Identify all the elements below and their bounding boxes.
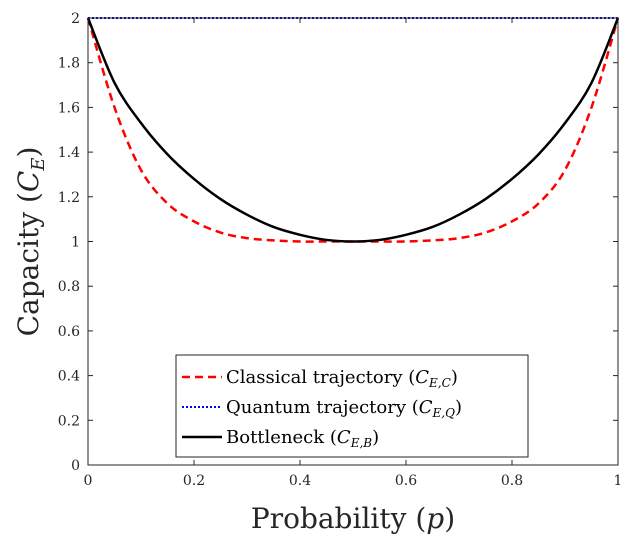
y-tick-label-9: 1.8 (58, 56, 80, 72)
x-tick-label-1: 0.2 (183, 473, 205, 489)
y-tick-label-5: 1 (71, 235, 80, 251)
y-axis-title: Capacity (CE) (12, 147, 49, 337)
y-tick-label-2: 0.4 (58, 369, 80, 385)
y-tick-label-10: 2 (71, 11, 80, 27)
x-tick-label-4: 0.8 (501, 473, 523, 489)
x-tick-label-2: 0.4 (289, 473, 311, 489)
y-tick-label-8: 1.6 (58, 100, 80, 116)
x-tick-label-5: 1 (614, 473, 620, 489)
legend-label-classical: Classical trajectory (CE,C) (226, 367, 458, 390)
y-tick-label-4: 0.8 (58, 279, 80, 295)
x-tick-label-0: 0 (84, 473, 93, 489)
y-tick-label-7: 1.4 (58, 145, 80, 161)
legend-label-quantum: Quantum trajectory (CE,Q) (226, 397, 462, 420)
y-tick-label-1: 0.2 (58, 413, 80, 429)
y-tick-label-3: 0.6 (58, 324, 80, 340)
legend: Classical trajectory (CE,C) Quantum traj… (176, 355, 528, 457)
y-tick-label-0: 0 (71, 458, 80, 474)
x-axis-title: Probability (p) (251, 502, 455, 535)
x-tick-label-3: 0.6 (395, 473, 417, 489)
y-tick-label-6: 1.2 (58, 190, 80, 206)
